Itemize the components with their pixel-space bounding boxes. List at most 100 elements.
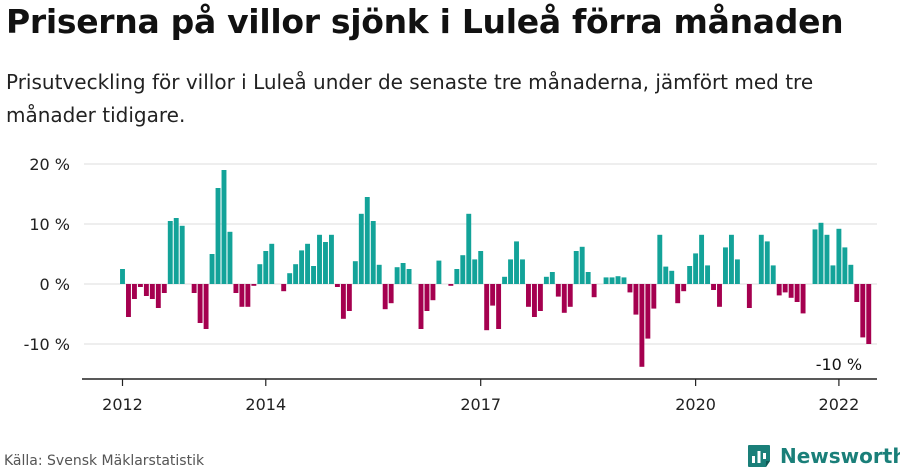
bar (579, 246, 585, 284)
bar (818, 222, 824, 284)
bar (227, 231, 233, 284)
bar (126, 284, 131, 317)
bar (191, 284, 197, 293)
bar (394, 267, 400, 284)
bar (603, 277, 609, 284)
bar (233, 284, 239, 293)
brand-name: Newsworthy (780, 444, 900, 468)
bar (734, 259, 740, 284)
bar (215, 188, 221, 284)
bar (179, 225, 185, 284)
bar (705, 265, 711, 284)
bar (376, 264, 382, 284)
bar (746, 284, 752, 308)
bar (287, 273, 293, 284)
x-tick-label: 2017 (460, 395, 501, 414)
bar (137, 284, 143, 287)
bar (239, 284, 245, 307)
bar (836, 228, 842, 284)
bar (561, 284, 567, 313)
bar (466, 213, 472, 284)
annotations: -10 % (816, 355, 862, 374)
bar (866, 284, 872, 344)
bar (543, 276, 549, 284)
bar (269, 243, 275, 284)
y-tick-label: 20 % (29, 155, 70, 174)
bar (221, 170, 227, 284)
bar (155, 284, 161, 308)
bar (764, 241, 770, 284)
bar (502, 276, 508, 284)
bar (257, 264, 263, 284)
bar (776, 284, 782, 296)
bar (400, 263, 406, 284)
bar (567, 284, 573, 307)
bar (657, 234, 663, 284)
newsworthy-logo-icon (748, 445, 770, 467)
bar (472, 259, 478, 284)
bar (717, 284, 722, 307)
bar (860, 284, 866, 338)
x-tick-label: 2022 (819, 395, 860, 414)
bar (245, 284, 251, 307)
y-tick-label: 10 % (29, 215, 70, 234)
bar (430, 284, 436, 301)
bar (334, 284, 340, 287)
bar (842, 247, 848, 284)
x-tick-label: 2012 (102, 395, 143, 414)
bar (406, 269, 412, 284)
bar (203, 284, 209, 329)
chart-title: Priserna på villor sjönk i Luleå förra m… (6, 2, 844, 41)
bar (830, 265, 836, 284)
bar (131, 284, 137, 299)
bar (120, 269, 125, 284)
bar (531, 284, 537, 317)
bar (794, 284, 800, 302)
bar (549, 272, 555, 284)
bar (460, 255, 466, 284)
bar (633, 284, 639, 315)
bar (788, 284, 794, 298)
bar (687, 266, 693, 284)
x-axis-labels: 2012 2014 2017 2020 2022 (102, 379, 859, 414)
bar (526, 284, 531, 307)
bar (484, 284, 490, 331)
bar (364, 197, 370, 284)
bar (448, 284, 454, 286)
bar (340, 284, 346, 319)
brand-logo[interactable]: Newsworthy (746, 441, 900, 471)
source-note: Källa: Svensk Mäklarstatistik (4, 453, 205, 469)
bar (770, 265, 776, 284)
bar (812, 229, 818, 284)
y-tick-label: 0 % (40, 275, 70, 294)
bar (723, 247, 728, 284)
bar (167, 221, 173, 284)
bar (800, 284, 806, 314)
bar (585, 272, 591, 284)
bar (693, 253, 699, 284)
bar (591, 284, 597, 298)
bar (299, 250, 305, 284)
latest-value-label: -10 % (816, 355, 862, 374)
bar (436, 260, 442, 284)
bar (311, 266, 316, 284)
bar (317, 234, 322, 284)
bar (490, 284, 496, 306)
bar (621, 277, 627, 284)
bar (645, 284, 651, 339)
bar (305, 243, 311, 284)
bar (263, 251, 269, 284)
bar (209, 254, 215, 284)
bar (358, 213, 364, 284)
bar (669, 270, 675, 284)
bar (520, 259, 525, 284)
bar (370, 221, 376, 284)
bar (346, 284, 352, 311)
bar (281, 284, 287, 292)
bar (323, 242, 328, 284)
bar (639, 284, 645, 367)
bar (454, 269, 460, 284)
bar (514, 241, 519, 284)
bar (758, 234, 764, 284)
bar (143, 284, 149, 296)
